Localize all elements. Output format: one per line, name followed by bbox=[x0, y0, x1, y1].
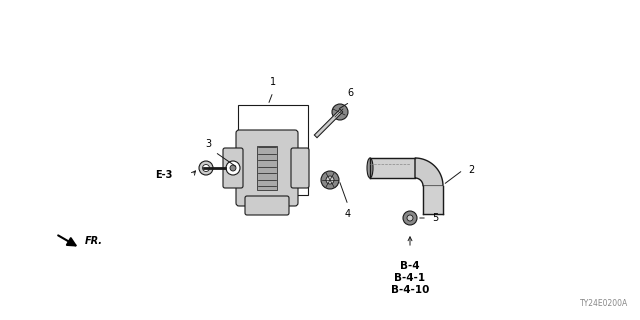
Text: 4: 4 bbox=[345, 209, 351, 219]
Bar bbox=[238, 105, 308, 195]
FancyBboxPatch shape bbox=[223, 148, 243, 188]
Circle shape bbox=[199, 161, 213, 175]
Circle shape bbox=[326, 176, 334, 184]
Text: 3: 3 bbox=[205, 139, 211, 149]
Text: B-4-1: B-4-1 bbox=[394, 273, 426, 283]
FancyBboxPatch shape bbox=[236, 130, 298, 206]
Text: 5: 5 bbox=[432, 213, 438, 223]
Text: B-4: B-4 bbox=[400, 261, 420, 271]
Circle shape bbox=[230, 165, 236, 171]
Bar bbox=[257, 146, 277, 190]
Circle shape bbox=[321, 171, 339, 189]
Circle shape bbox=[407, 215, 413, 221]
FancyBboxPatch shape bbox=[245, 196, 289, 215]
Circle shape bbox=[332, 104, 348, 120]
Text: TY24E0200A: TY24E0200A bbox=[580, 299, 628, 308]
Polygon shape bbox=[415, 158, 443, 186]
Text: B-4-10: B-4-10 bbox=[391, 285, 429, 295]
Text: E-3: E-3 bbox=[155, 170, 172, 180]
Ellipse shape bbox=[367, 158, 373, 178]
FancyBboxPatch shape bbox=[291, 148, 309, 188]
Text: 1: 1 bbox=[270, 77, 276, 87]
Text: 6: 6 bbox=[347, 88, 353, 98]
Text: 2: 2 bbox=[468, 165, 474, 175]
Circle shape bbox=[202, 164, 209, 172]
Text: FR.: FR. bbox=[85, 236, 103, 246]
Circle shape bbox=[403, 211, 417, 225]
Circle shape bbox=[226, 161, 240, 175]
